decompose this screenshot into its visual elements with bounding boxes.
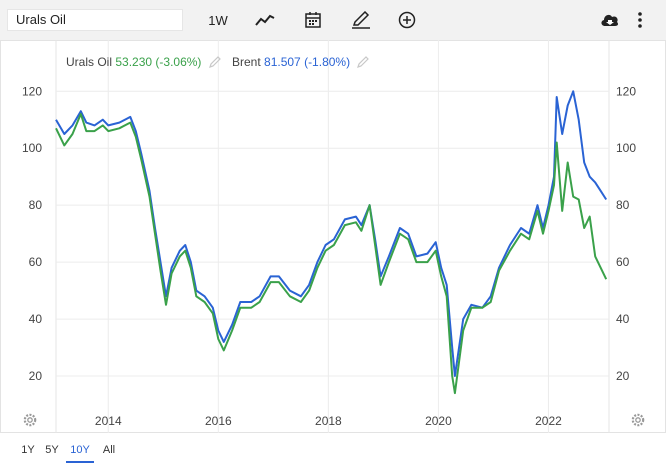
series-line-urals-oil <box>55 113 608 395</box>
range-button-10y[interactable]: 10Y <box>66 439 94 463</box>
legend-urals: Urals Oil 53.230 (-3.06%) <box>66 55 221 69</box>
download-cloud-icon[interactable] <box>598 8 622 32</box>
legend-brent-value: 81.507 (-1.80%) <box>264 55 351 69</box>
y-tick-label-right: 60 <box>616 255 630 269</box>
x-tick-label: 2016 <box>205 414 232 428</box>
line-chart-icon[interactable] <box>253 8 277 32</box>
more-vertical-icon[interactable] <box>632 8 648 32</box>
range-button-5y[interactable]: 5Y <box>45 444 59 456</box>
range-selector: 1Y 5Y 10Y All <box>0 433 666 467</box>
x-tick-label: 2022 <box>535 414 562 428</box>
y-tick-label-left: 80 <box>29 198 43 212</box>
x-tick-label: 2018 <box>315 414 342 428</box>
y-tick-label-left: 120 <box>22 84 42 98</box>
legend-urals-name: Urals Oil <box>66 55 113 69</box>
x-tick-label: 2014 <box>95 414 122 428</box>
series-line-brent <box>55 90 608 377</box>
y-tick-label-left: 100 <box>22 141 42 155</box>
search-input[interactable]: Urals Oil <box>7 9 183 31</box>
price-chart: 20 40 60 80 100 120 20 40 60 80 100 120 2014 2016 20… <box>22 40 636 433</box>
y-tick-label-right: 20 <box>616 369 630 383</box>
interval-button[interactable]: 1W <box>208 12 228 28</box>
toolbar: Urals Oil 1W <box>0 0 666 41</box>
range-button-1y[interactable]: 1Y <box>21 444 35 456</box>
legend-brent: Brent 81.507 (-1.80%) <box>232 55 370 69</box>
y-tick-label-right: 120 <box>616 84 636 98</box>
pencil-icon[interactable] <box>357 56 370 68</box>
y-tick-label-left: 60 <box>29 255 43 269</box>
x-tick-label: 2020 <box>425 414 452 428</box>
settings-gear-icon-right[interactable] <box>631 413 645 427</box>
y-tick-label-left: 20 <box>29 369 43 383</box>
chart-frame <box>0 40 666 433</box>
legend-urals-value: 53.230 (-3.06%) <box>115 55 202 69</box>
y-tick-label-right: 80 <box>616 198 630 212</box>
y-tick-label-left: 40 <box>29 312 43 326</box>
settings-gear-icon-left[interactable] <box>23 413 37 427</box>
y-tick-label-right: 100 <box>616 141 636 155</box>
pencil-icon[interactable] <box>208 56 221 68</box>
range-button-all[interactable]: All <box>102 444 116 456</box>
calendar-icon[interactable] <box>301 8 325 32</box>
add-circle-icon[interactable] <box>395 8 419 32</box>
y-tick-label-right: 40 <box>616 312 630 326</box>
legend-brent-name: Brent <box>232 55 261 69</box>
pencil-icon[interactable] <box>349 8 373 32</box>
